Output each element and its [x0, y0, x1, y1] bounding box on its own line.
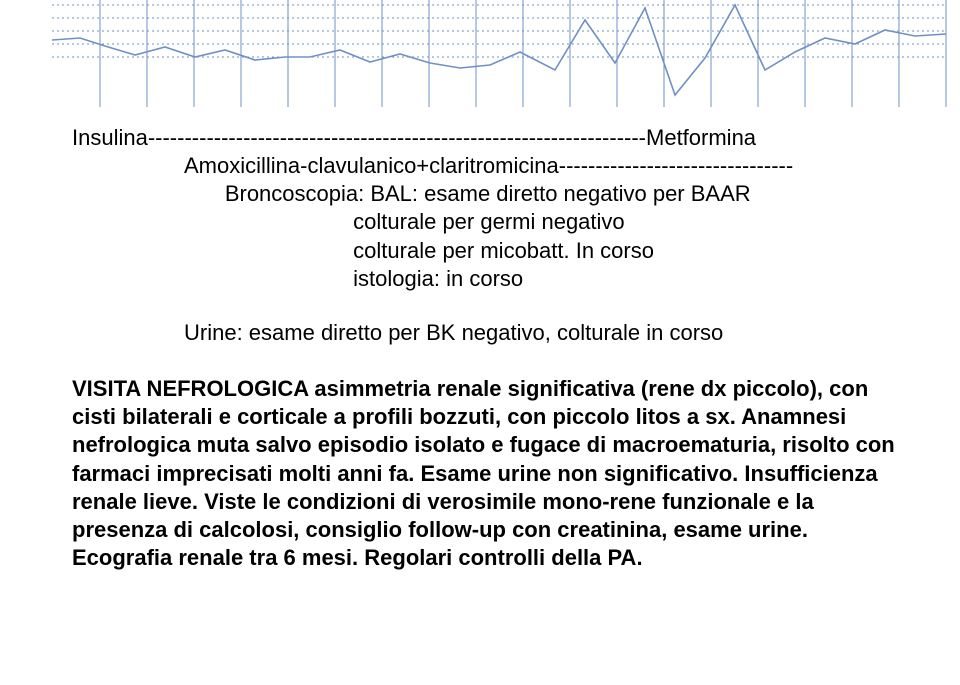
line-amoxicillina: Amoxicillina-clavulanico+claritromicina-… — [72, 152, 900, 180]
document-body: Insulina--------------------------------… — [0, 118, 960, 572]
line-urine: Urine: esame diretto per BK negativo, co… — [72, 319, 900, 347]
line-colturale-micobatt: colturale per micobatt. In corso — [72, 237, 900, 265]
line-istologia: istologia: in corso — [72, 265, 900, 293]
line-insulina: Insulina--------------------------------… — [72, 124, 900, 152]
line-colturale-germi: colturale per germi negativo — [72, 208, 900, 236]
timeline-chart — [0, 0, 960, 118]
line-broncoscopia: Broncoscopia: BAL: esame diretto negativ… — [72, 180, 900, 208]
visita-paragraph: asimmetria renale significativa (rene dx… — [72, 376, 895, 570]
visita-heading-paragraph: VISITA NEFROLOGICA asimmetria renale sig… — [72, 375, 900, 572]
visita-heading: VISITA NEFROLOGICA — [72, 376, 308, 401]
